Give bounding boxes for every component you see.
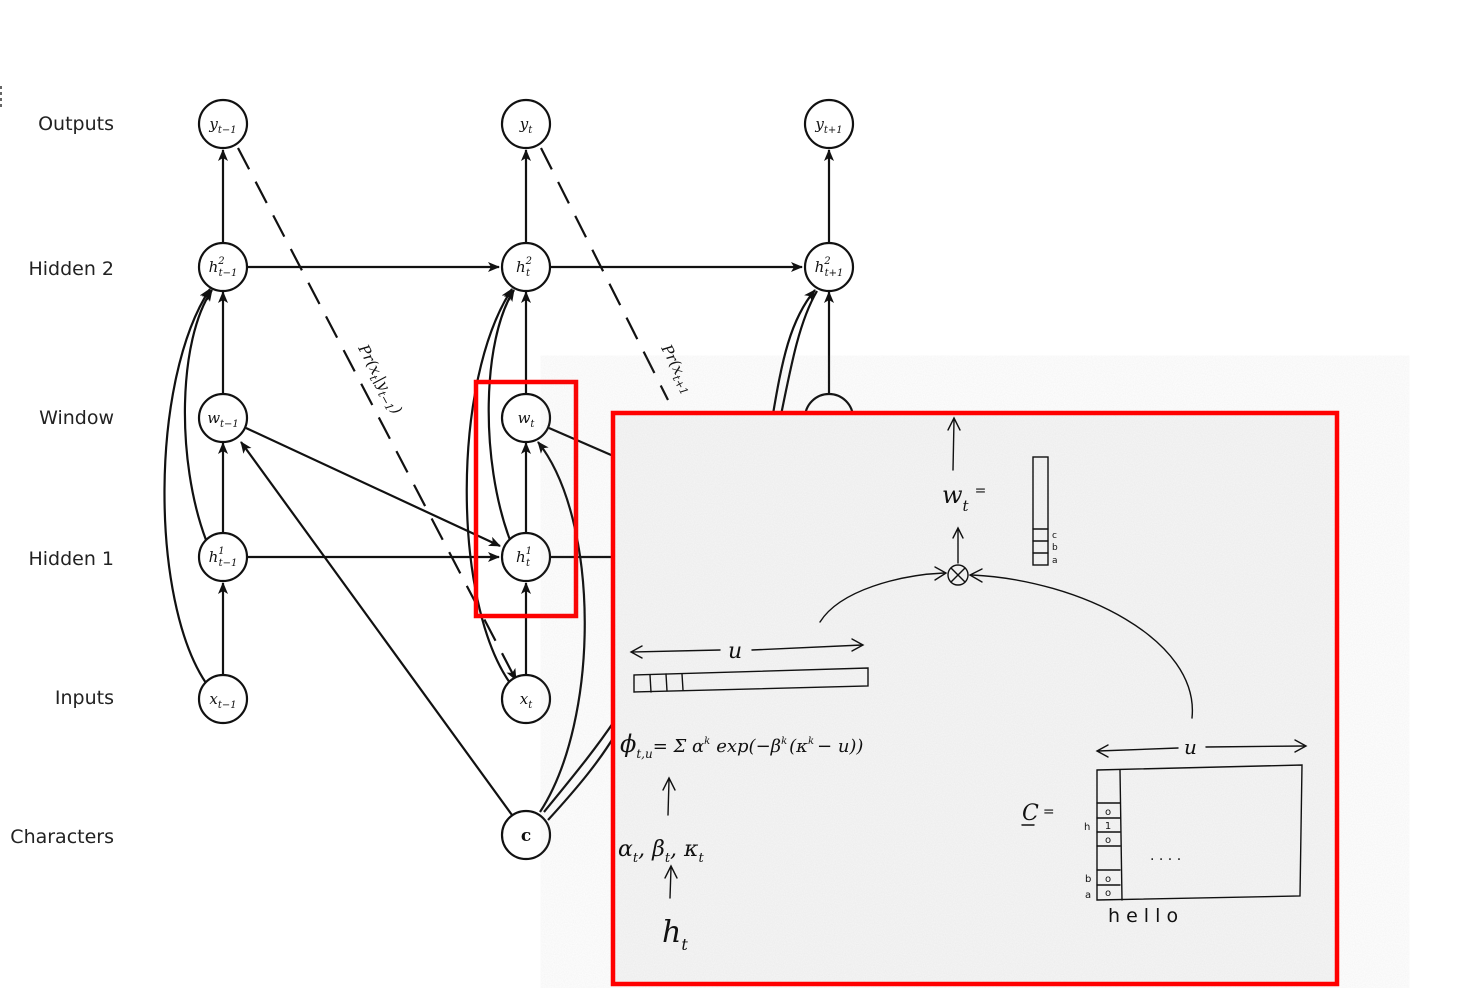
inset-matrix-cells: o 1 o o o — [1105, 807, 1111, 899]
svg-text:h2t+1: h2 t+1 — [815, 256, 844, 279]
nodes: yt−1 yt yt+1 h2 t−1 h2 t h2 t+1 wt−1 — [197, 98, 855, 861]
edge-wt-h1next — [548, 426, 619, 460]
svg-text:wt−1: wt−1 — [207, 409, 239, 430]
node-h2-prev: h2 t−1 — [197, 241, 249, 293]
edge-xnext-h2next — [778, 290, 818, 421]
inset-vector-letters: c b a — [1052, 531, 1058, 566]
inset-curve-c-multiply — [971, 574, 1193, 719]
svg-text:a: a — [1052, 556, 1058, 566]
edge-xt-h2t — [465, 288, 513, 684]
dashed-label-first-main: Pr(x — [354, 341, 385, 379]
svg-text:o: o — [1105, 835, 1111, 846]
svg-text:yt+1: yt+1 — [814, 115, 842, 136]
row-label-hidden2: Hidden 2 — [28, 258, 114, 280]
row-label-characters: Characters — [10, 826, 114, 848]
svg-text:1: 1 — [1105, 821, 1111, 832]
svg-text:o: o — [1105, 874, 1111, 885]
node-w-prev: wt−1 — [197, 392, 249, 444]
node-x-prev: xt−1 — [197, 673, 249, 725]
svg-text:h1t−1: h1 t−1 — [209, 546, 238, 569]
svg-text:Pr(xt+1: Pr(xt+1 — [654, 341, 698, 398]
svg-text:xt: xt — [520, 690, 533, 711]
edge-c-wnext-2 — [547, 734, 616, 821]
node-y-t: yt — [500, 98, 552, 150]
svg-text:h2t: h2 t — [516, 256, 532, 279]
dashed-label-second-main: Pr(x — [657, 341, 688, 379]
edge-xprev-h2prev — [163, 288, 211, 684]
svg-text:b: b — [1085, 874, 1091, 885]
svg-text:h1t: h1 t — [516, 546, 532, 569]
row-label-inputs: Inputs — [55, 687, 114, 709]
inset-phi-formula: ϕt,u= Σ αk exp(−βk (κk − u)) — [620, 730, 863, 761]
svg-text:yt−1: yt−1 — [208, 115, 236, 136]
inset-matrix-row-letters: h b a — [1084, 822, 1091, 901]
edges — [163, 147, 834, 821]
inset-params: αt, βt, κt — [618, 837, 704, 866]
edge-h1next-h2next — [770, 289, 816, 421]
inset-multiply-icon — [947, 564, 969, 586]
inset-u-bottom: u — [1184, 735, 1197, 759]
svg-text:Pr(xt|yt−1): Pr(xt|yt−1) — [351, 341, 406, 419]
svg-text:yt: yt — [519, 115, 533, 136]
edge-c-wprev — [240, 441, 513, 816]
svg-text:b: b — [1052, 543, 1058, 553]
svg-text:c: c — [1052, 531, 1057, 541]
node-h2-next: h2 t+1 — [803, 241, 855, 293]
svg-text:h: h — [1084, 822, 1090, 833]
row-label-outputs: Outputs — [38, 113, 114, 135]
edge-c-wnext — [543, 719, 616, 813]
highlight-box — [473, 379, 579, 619]
inset-h-label: ht — [662, 915, 688, 954]
inset-word-hello: h e l l o — [1108, 905, 1178, 927]
inset-curve-phi-multiply — [819, 572, 945, 623]
inset-border — [610, 410, 1340, 987]
row-labels: Outputs Hidden 2 Window Hidden 1 Inputs … — [10, 113, 114, 848]
inset-c-matrix — [1096, 764, 1303, 901]
edge-dashed-yprev-xt — [237, 147, 517, 681]
inset-paper-texture — [613, 413, 1337, 984]
row-label-window: Window — [39, 407, 114, 429]
inset-window-vector — [1032, 456, 1049, 566]
svg-text:wt: wt — [518, 409, 536, 430]
inset-u-arrow-bottom — [1097, 747, 1179, 752]
node-h2-t: h2 t — [500, 241, 552, 293]
svg-text:xt−1: xt−1 — [209, 690, 236, 711]
edge-dashed-yt-xnext — [540, 147, 669, 401]
inset-c-label: C = — [1022, 801, 1055, 826]
inset-arrow-wt-up — [952, 419, 955, 471]
node-h1-prev: h1 t−1 — [197, 531, 249, 583]
edge-c-wt — [537, 441, 586, 813]
svg-text:o: o — [1105, 888, 1111, 899]
edge-h1prev-h2prev — [183, 289, 213, 541]
row-label-hidden1: Hidden 1 — [28, 548, 114, 570]
node-c: c — [500, 809, 552, 861]
node-y-next: yt+1 — [803, 98, 855, 150]
node-h1-t: h1 t — [500, 531, 552, 583]
svg-text:h2t−1: h2 t−1 — [209, 256, 238, 279]
inset-phi-bar — [633, 667, 869, 693]
dashed-label-second: Pr(xt+1 — [654, 341, 698, 398]
inset-u-top: u — [728, 639, 742, 664]
node-y-prev: yt−1 — [197, 98, 249, 150]
dashed-label-second-sub1: t+1 — [670, 373, 691, 397]
dashed-label-first-sub1: t — [367, 373, 381, 384]
inset-sketch: wt= c b a u u ϕt,u= Σ αk exp(−βk (κk − u)) … — [610, 410, 1340, 987]
node-x-t: xt — [500, 673, 552, 725]
inset-u-arrow-top — [631, 649, 721, 653]
edge-h1t-h2t — [487, 289, 515, 541]
node-w-t: wt — [500, 392, 552, 444]
svg-text:o: o — [1105, 807, 1111, 818]
edge-wprev-h1t — [245, 427, 501, 547]
inset-arrowhead-wt-up — [947, 416, 961, 431]
inset-matrix-dots: . . . . — [1150, 848, 1181, 864]
inset-w-label: wt= — [942, 481, 986, 515]
svg-text:a: a — [1085, 890, 1091, 901]
dashed-label-first: Pr(xt|yt−1) — [351, 341, 406, 419]
svg-text:c: c — [521, 826, 531, 846]
